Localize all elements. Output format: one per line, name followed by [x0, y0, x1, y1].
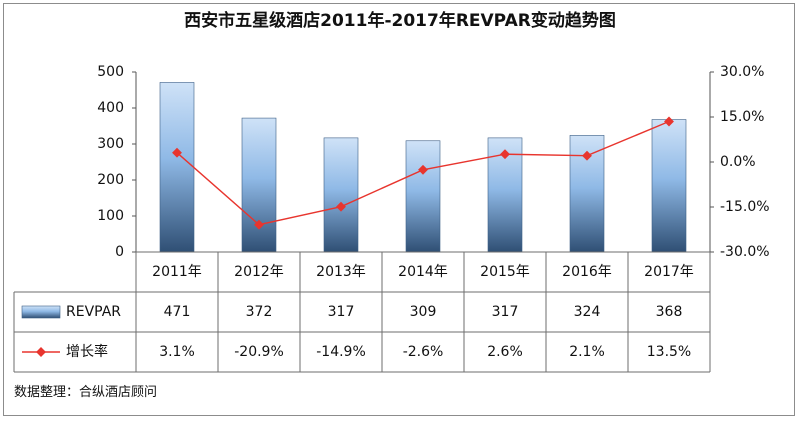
legend-label-revpar: REVPAR: [66, 304, 121, 320]
table-cell-revpar: 372: [246, 304, 273, 320]
y-left-tick-label: 300: [97, 136, 124, 152]
y-left-tick-label: 0: [115, 244, 124, 260]
y-right-tick-label: 0.0%: [720, 154, 756, 170]
y-right-tick-label: -30.0%: [720, 244, 770, 260]
table-cell-growth: 3.1%: [159, 344, 195, 360]
axes-layer: 0 100 200 300 400 500 -30.0% -15.0% 0.0% 15.0% 30.…: [97, 64, 769, 260]
table-cell-growth: -14.9%: [316, 344, 366, 360]
legend-swatch-growth-marker: [36, 347, 46, 357]
growth-rate-point: [582, 150, 592, 161]
bar-revpar: [241, 117, 277, 253]
table-cell-revpar: 324: [574, 304, 601, 320]
table-cell-revpar: 317: [328, 304, 355, 320]
category-label: 2016年: [562, 264, 612, 280]
legend-swatch-revpar: [21, 305, 61, 319]
legend-label-growth: 增长率: [66, 343, 108, 360]
category-label: 2012年: [234, 264, 284, 280]
bar-revpar: [651, 119, 687, 253]
bar-revpar: [323, 137, 359, 253]
growth-rate-point: [172, 147, 182, 158]
y-left-tick-label: 400: [97, 100, 124, 116]
bar-revpar: [159, 82, 195, 253]
table-cell-revpar: 471: [164, 304, 191, 320]
chart-title: 西安市五星级酒店2011年-2017年REVPAR变动趋势图: [184, 11, 616, 31]
y-right-tick-label: 30.0%: [720, 64, 764, 80]
table-cell-growth: -2.6%: [403, 344, 444, 360]
growth-rate-point: [500, 149, 510, 160]
table-cell-growth: 2.1%: [569, 344, 605, 360]
table-cell-revpar: 368: [656, 304, 683, 320]
y-right-tick-label: -15.0%: [720, 199, 770, 215]
y-left-tick-label: 100: [97, 208, 124, 224]
y-left-tick-label: 200: [97, 172, 124, 188]
table-cell-revpar: 309: [410, 304, 437, 320]
table-cell-growth: 13.5%: [647, 344, 691, 360]
category-label: 2013年: [316, 264, 366, 280]
bars-layer: [159, 82, 687, 253]
category-label: 2015年: [480, 264, 530, 280]
table-cell-revpar: 317: [492, 304, 519, 320]
category-label: 2017年: [644, 264, 694, 280]
table-cell-growth: -20.9%: [234, 344, 284, 360]
bar-revpar: [405, 140, 441, 253]
growth-rate-point: [418, 164, 428, 175]
data-table: 2011年 2012年 2013年 2014年 2015年 2016年 2017年 REVPA…: [13, 251, 711, 373]
source-note: 数据整理：合纵酒店顾问: [14, 385, 158, 400]
table-cell-growth: 2.6%: [487, 344, 523, 360]
y-left-tick-label: 500: [97, 64, 124, 80]
category-label: 2014年: [398, 264, 448, 280]
growth-rate-point: [664, 116, 674, 127]
category-label: 2011年: [152, 264, 202, 280]
growth-line-layer: [172, 116, 674, 230]
y-right-tick-label: 15.0%: [720, 109, 764, 125]
growth-rate-point: [254, 219, 264, 230]
growth-rate-point: [336, 201, 346, 212]
